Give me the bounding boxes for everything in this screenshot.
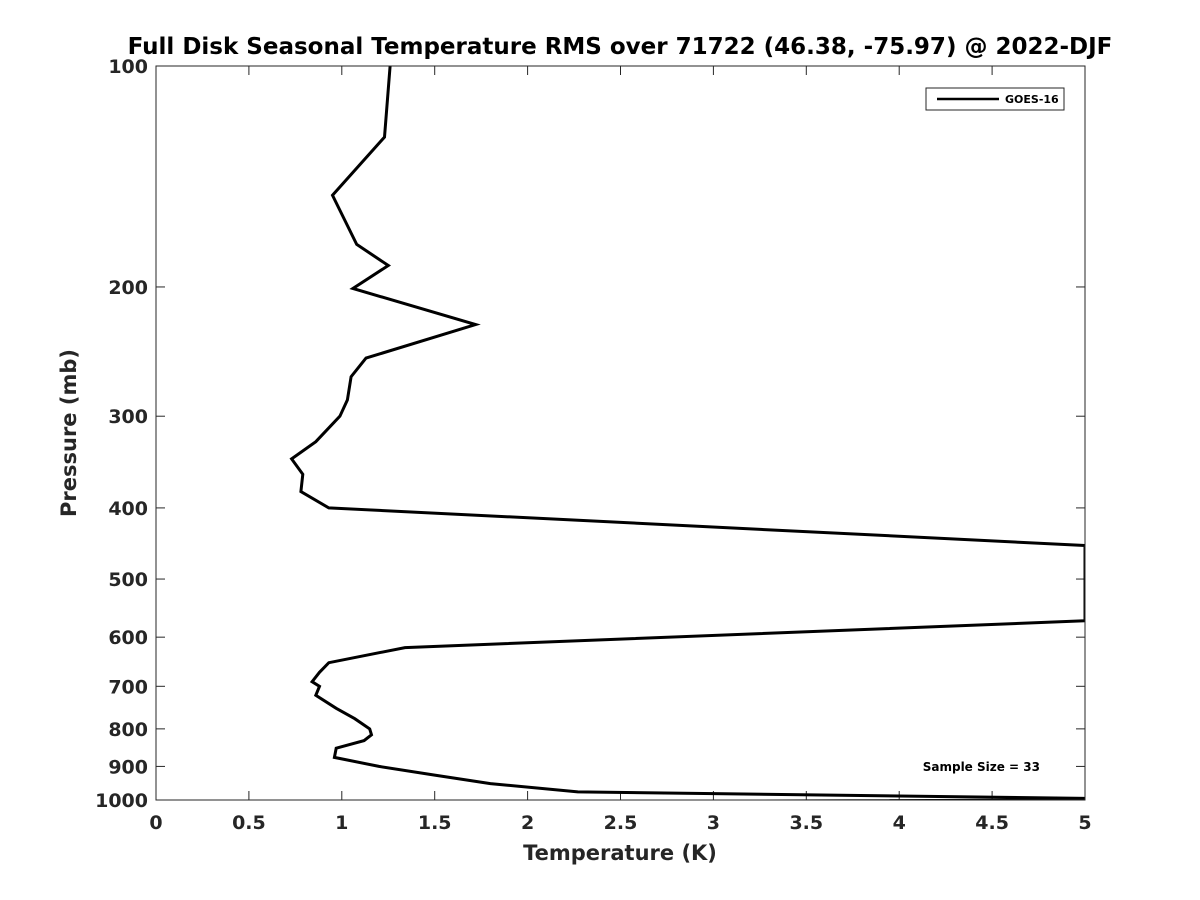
x-tick-label: 1.5 xyxy=(418,812,452,834)
x-tick-label: 0.5 xyxy=(232,812,266,834)
chart-title: Full Disk Seasonal Temperature RMS over … xyxy=(128,34,1113,60)
y-tick-label: 1000 xyxy=(95,790,148,812)
x-tick-label: 4.5 xyxy=(975,812,1009,834)
x-tick-label: 3.5 xyxy=(789,812,823,834)
x-tick-label: 4 xyxy=(893,812,906,834)
x-tick-label: 1 xyxy=(335,812,348,834)
series-line-goes-16 xyxy=(289,66,1085,800)
plot-frame xyxy=(155,65,1086,801)
legend: GOES-16 xyxy=(925,87,1065,111)
y-tick-label: 200 xyxy=(108,277,148,299)
y-tick-label: 600 xyxy=(108,627,148,649)
x-tick-label: 0 xyxy=(149,812,162,834)
series-layer xyxy=(289,66,1085,800)
x-tick-label: 3 xyxy=(707,812,720,834)
x-tick-label: 5 xyxy=(1078,812,1091,834)
x-tick-label: 2.5 xyxy=(604,812,638,834)
y-tick-label: 100 xyxy=(108,56,148,78)
legend-entry-goes-16: GOES-16 xyxy=(1005,93,1059,106)
y-tick-label: 300 xyxy=(108,406,148,428)
y-tick-label: 700 xyxy=(108,676,148,698)
y-axis-label: Pressure (mb) xyxy=(57,349,81,517)
x-axis-label: Temperature (K) xyxy=(523,841,717,865)
y-axis-ticks: 100 200 300 400 500 600 700 800 900 1000 xyxy=(95,56,1085,812)
x-tick-label: 2 xyxy=(521,812,534,834)
sample-size-annotation: Sample Size = 33 xyxy=(923,760,1040,774)
y-tick-label: 400 xyxy=(108,498,148,520)
y-tick-label: 500 xyxy=(108,569,148,591)
x-axis-ticks: 0 0.5 1 1.5 2 2.5 3 3.5 4 4.5 5 xyxy=(149,66,1092,834)
y-tick-label: 900 xyxy=(108,756,148,778)
y-tick-label: 800 xyxy=(108,719,148,741)
